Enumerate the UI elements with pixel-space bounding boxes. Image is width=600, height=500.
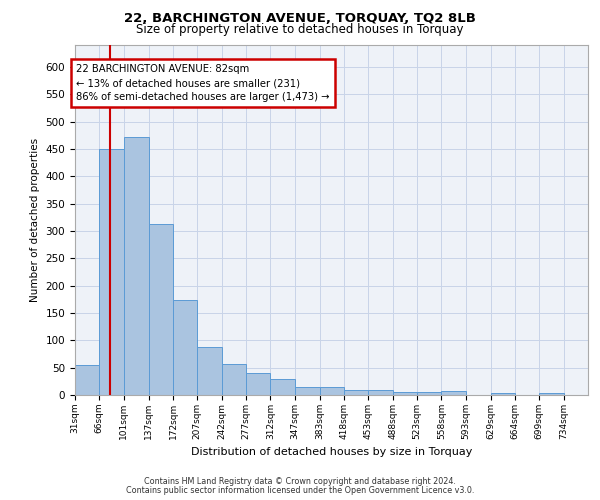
Bar <box>392 392 417 395</box>
Bar <box>149 224 173 395</box>
Bar <box>539 393 563 395</box>
Bar <box>368 390 392 395</box>
Y-axis label: Number of detached properties: Number of detached properties <box>30 138 40 302</box>
Text: 22 BARCHINGTON AVENUE: 82sqm
← 13% of detached houses are smaller (231)
86% of s: 22 BARCHINGTON AVENUE: 82sqm ← 13% of de… <box>76 64 330 102</box>
Text: 22, BARCHINGTON AVENUE, TORQUAY, TQ2 8LB: 22, BARCHINGTON AVENUE, TORQUAY, TQ2 8LB <box>124 12 476 26</box>
Bar <box>197 347 221 395</box>
Text: Size of property relative to detached houses in Torquay: Size of property relative to detached ho… <box>136 22 464 36</box>
Bar <box>344 390 368 395</box>
Bar <box>417 392 442 395</box>
Bar <box>246 372 271 395</box>
Text: Contains HM Land Registry data © Crown copyright and database right 2024.: Contains HM Land Registry data © Crown c… <box>144 477 456 486</box>
Bar <box>442 390 466 395</box>
Bar <box>221 364 246 395</box>
Bar <box>295 387 320 395</box>
Text: Contains public sector information licensed under the Open Government Licence v3: Contains public sector information licen… <box>126 486 474 495</box>
Bar <box>271 378 295 395</box>
Bar <box>491 393 515 395</box>
Bar <box>100 149 124 395</box>
Bar <box>320 387 344 395</box>
X-axis label: Distribution of detached houses by size in Torquay: Distribution of detached houses by size … <box>191 448 472 458</box>
Bar <box>75 365 100 395</box>
Bar <box>173 300 197 395</box>
Bar <box>124 137 149 395</box>
